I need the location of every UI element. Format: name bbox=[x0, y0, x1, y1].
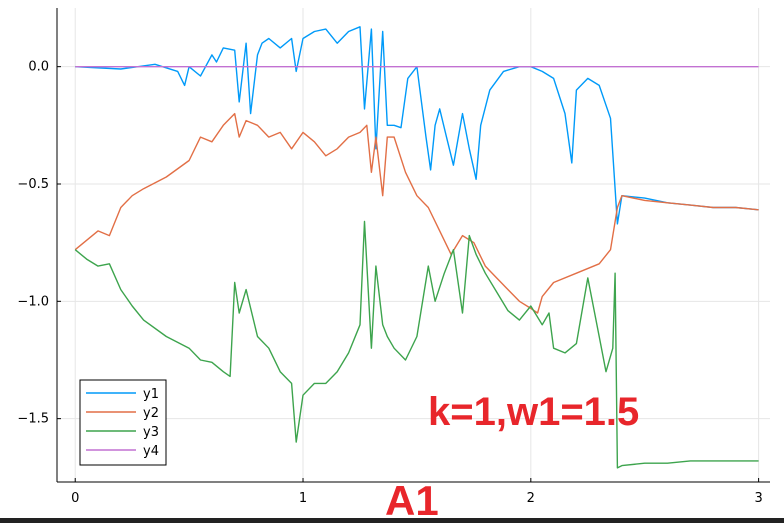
y-tick-label: −1.5 bbox=[17, 412, 49, 427]
legend-label-y2: y2 bbox=[143, 406, 159, 421]
annotation-parameters: k=1,w1=1.5 bbox=[428, 390, 639, 434]
x-tick-label: 0 bbox=[71, 491, 79, 506]
annotation-label: A1 bbox=[385, 477, 439, 523]
series bbox=[74, 26, 759, 469]
x-ticks: 0 1 2 3 bbox=[71, 478, 763, 506]
bottom-edge-bar bbox=[0, 518, 784, 523]
legend-label-y1: y1 bbox=[143, 387, 159, 402]
legend: y1 y2 y3 y4 bbox=[79, 379, 167, 466]
series-line-y1 bbox=[75, 26, 759, 225]
series-line-y3 bbox=[74, 220, 759, 469]
y-tick-label: −1.0 bbox=[17, 294, 49, 309]
y-ticks: 0.0 −0.5 −1.0 −1.5 bbox=[17, 60, 61, 427]
y-tick-label: 0.0 bbox=[28, 60, 49, 75]
x-tick-label: 2 bbox=[527, 491, 535, 506]
legend-label-y3: y3 bbox=[143, 425, 159, 440]
legend-box bbox=[79, 379, 167, 466]
legend-label-y4: y4 bbox=[143, 444, 159, 459]
x-tick-label: 3 bbox=[754, 491, 762, 506]
y-tick-label: −0.5 bbox=[17, 177, 49, 192]
axes bbox=[56, 8, 770, 483]
x-tick-label: 1 bbox=[299, 491, 307, 506]
series-line-y2 bbox=[74, 112, 759, 314]
